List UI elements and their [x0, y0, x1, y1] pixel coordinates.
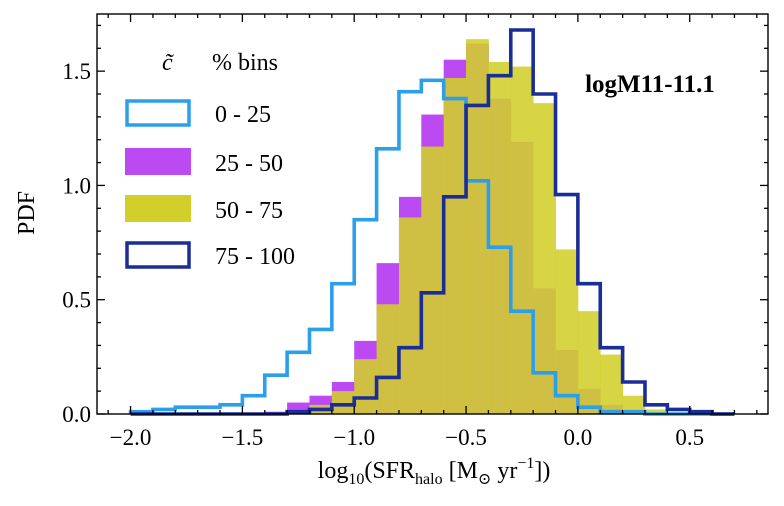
bar-50-75-16 — [488, 62, 512, 414]
legend-title-symbol: c̃ — [162, 50, 174, 76]
x-label-sfr: (SFR — [364, 458, 415, 484]
x-tick-label: 0.0 — [564, 425, 593, 450]
y-axis-label: PDF — [14, 191, 40, 235]
bar-50-75-13 — [421, 146, 445, 414]
y-tick-label: 1.0 — [62, 173, 91, 198]
x-tick-label: −2.0 — [110, 425, 152, 450]
x-label-sub10: 10 — [348, 471, 364, 488]
bar-50-75-9 — [331, 391, 355, 414]
bar-50-75-19 — [555, 249, 579, 414]
legend-label-50-75: 50 - 75 — [215, 198, 283, 224]
bar-50-75-23 — [644, 409, 668, 414]
series-50-75 — [287, 39, 668, 414]
bar-50-75-12 — [398, 217, 422, 414]
legend-swatch-50-75 — [125, 195, 191, 222]
series-layer — [128, 28, 735, 416]
series-0-25 — [128, 78, 735, 416]
y-tick-label: 0.0 — [62, 402, 91, 427]
bar-50-75-18 — [533, 103, 556, 414]
x-axis-label: log10(SFRhalo [M⊙ yr−1]) — [318, 455, 551, 488]
legend-swatch-25-50 — [125, 148, 191, 175]
x-tick-label: −1.0 — [333, 425, 375, 450]
legend-label-0-25: 0 - 25 — [215, 102, 271, 128]
bar-50-75-21 — [600, 354, 624, 414]
legend: c̃ % bins 0 - 25 25 - 50 50 - 75 75 - 10… — [125, 50, 295, 270]
x-label-log: log — [318, 458, 349, 484]
x-label-close: ]) — [534, 458, 550, 484]
plot-frame — [96, 13, 769, 415]
x-tick-label: −0.5 — [445, 425, 487, 450]
legend-title: % bins — [212, 50, 278, 76]
x-label-mid: [M — [443, 458, 478, 484]
x-label-sub-halo: halo — [415, 471, 443, 488]
legend-label-25-50: 25 - 50 — [215, 151, 283, 177]
bar-50-75-20 — [577, 311, 601, 414]
x-label-unit: yr — [491, 458, 517, 484]
bar-50-75-22 — [622, 395, 646, 414]
y-tick-label: 0.5 — [62, 288, 91, 313]
y-tick-label: 1.5 — [62, 59, 91, 84]
annotation-text: logM11-11.1 — [585, 71, 715, 98]
bar-50-75-11 — [376, 304, 400, 414]
bar-50-75-17 — [510, 66, 534, 414]
bar-50-75-10 — [354, 359, 377, 414]
legend-label-75-100: 75 - 100 — [215, 244, 295, 270]
step-line-0-25 — [128, 78, 735, 416]
bar-50-75-14 — [443, 78, 467, 414]
tick-layer: −2.0 −1.5 −1.0 −0.5 0.0 0.5 0.0 0.5 1.0 1.5 — [62, 14, 768, 450]
bar-50-75-15 — [466, 39, 489, 414]
x-tick-label: −1.5 — [222, 425, 264, 450]
x-tick-label: 0.5 — [675, 425, 704, 450]
x-label-sun: ⊙ — [478, 471, 491, 488]
bar-25-50-7 — [287, 402, 310, 414]
x-label-exp: −1 — [517, 455, 534, 472]
legend-swatch-0-25 — [125, 99, 191, 127]
legend-swatch-75-100 — [125, 241, 191, 269]
